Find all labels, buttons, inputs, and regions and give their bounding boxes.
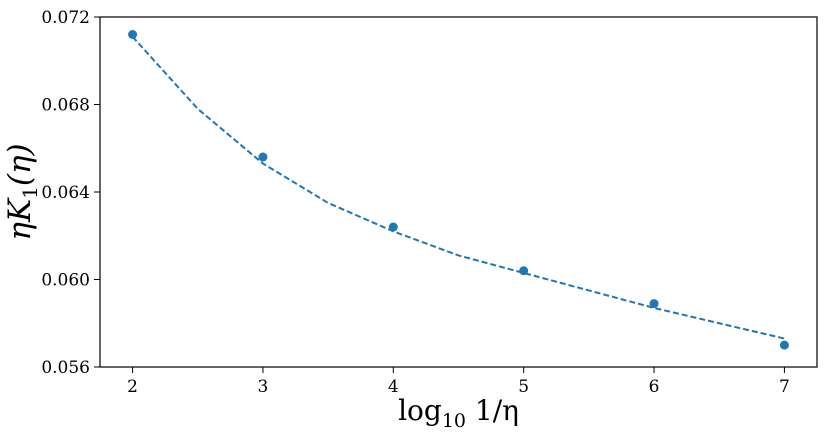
- x-axis: 2 3 4 5 6 7: [127, 367, 790, 397]
- y-tick-label: 0.072: [41, 8, 90, 28]
- y-tick-label: 0.060: [41, 271, 90, 291]
- y-tick-label: 0.056: [41, 358, 90, 378]
- x-tick-label: 4: [388, 377, 399, 397]
- plot-frame: [99, 16, 818, 368]
- y-axis-label-tail: (η): [2, 143, 38, 186]
- data-point: [128, 30, 138, 39]
- y-axis-label-main: ηK: [2, 197, 38, 241]
- data-point: [649, 299, 659, 309]
- data-point: [388, 222, 398, 232]
- x-axis-label: log10 1/η: [398, 394, 519, 432]
- y-axis: 0.056 0.060 0.064 0.068 0.072: [41, 8, 100, 378]
- data-point: [519, 266, 529, 276]
- x-tick-label: 6: [649, 377, 660, 397]
- y-tick-label: 0.068: [41, 96, 90, 116]
- data-point: [258, 152, 268, 162]
- fit-curve: [131, 36, 785, 340]
- x-axis-label-main: log: [398, 394, 442, 427]
- y-axis-label: ηK1(η): [2, 143, 42, 240]
- y-tick-label: 0.064: [41, 183, 90, 203]
- plot-area: [128, 30, 789, 350]
- x-tick-label: 3: [258, 377, 269, 397]
- y-axis-label-sub: 1: [18, 186, 42, 199]
- x-tick-label: 2: [127, 377, 138, 397]
- data-point: [779, 340, 789, 350]
- x-axis-label-tail: 1/η: [466, 394, 519, 427]
- x-tick-label: 5: [518, 377, 529, 397]
- x-tick-label: 7: [779, 377, 790, 397]
- x-axis-label-sub: 10: [442, 410, 466, 432]
